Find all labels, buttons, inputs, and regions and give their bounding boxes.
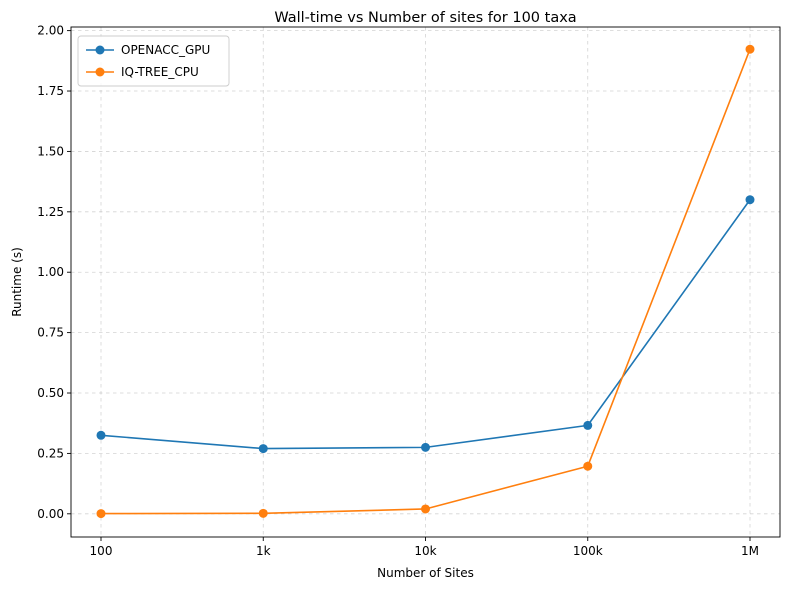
grid-layer xyxy=(71,27,780,537)
y-tick-label: 1.75 xyxy=(37,84,64,98)
y-tick-label: 0.50 xyxy=(37,386,64,400)
y-tick-label: 0.25 xyxy=(37,446,64,460)
x-axis-label: Number of Sites xyxy=(377,566,474,580)
y-tick-label: 0.00 xyxy=(37,507,64,521)
data-point-iq-tree-cpu xyxy=(583,461,593,471)
legend-marker-openacc xyxy=(95,45,105,55)
x-tick-label: 100k xyxy=(573,544,603,558)
series-layer xyxy=(96,44,755,519)
legend-frame xyxy=(77,35,230,87)
x-tick-label: 1k xyxy=(256,544,271,558)
y-tick-label: 1.50 xyxy=(37,144,64,158)
data-point-iq-tree-cpu xyxy=(96,509,106,519)
data-point-iq-tree-cpu xyxy=(421,504,430,514)
x-tick-label: 100 xyxy=(90,544,113,558)
y-tick-label: 1.25 xyxy=(37,205,64,219)
legend-label-openacc: OPENACC_GPU xyxy=(121,43,210,57)
legend-label-iqtree: IQ-TREE_CPU xyxy=(121,65,199,79)
data-point-openacc-gpu xyxy=(583,420,593,430)
data-point-iq-tree-cpu xyxy=(258,508,268,518)
ticks-layer: 100 1k 10k 100k 1M 0.00 0.25 0.50 0.75 1.00 1.25 1.… xyxy=(37,24,759,558)
data-point-openacc-gpu xyxy=(96,430,106,440)
y-tick-label: 0.75 xyxy=(37,326,64,340)
data-point-iq-tree-cpu xyxy=(745,44,755,54)
y-axis-label: Runtime (s) xyxy=(10,247,24,317)
legend-marker-iqtree xyxy=(95,67,105,77)
chart-title: Wall-time vs Number of sites for 100 tax… xyxy=(274,10,576,26)
y-tick-label: 2.00 xyxy=(37,24,64,38)
data-point-openacc-gpu xyxy=(745,195,755,205)
legend: OPENACC_GPU IQ-TREE_CPU xyxy=(77,35,230,87)
x-tick-label: 10k xyxy=(414,544,436,558)
data-point-openacc-gpu xyxy=(421,442,430,452)
y-tick-label: 1.00 xyxy=(37,265,64,279)
x-tick-label: 1M xyxy=(741,544,759,558)
data-point-openacc-gpu xyxy=(258,444,268,454)
